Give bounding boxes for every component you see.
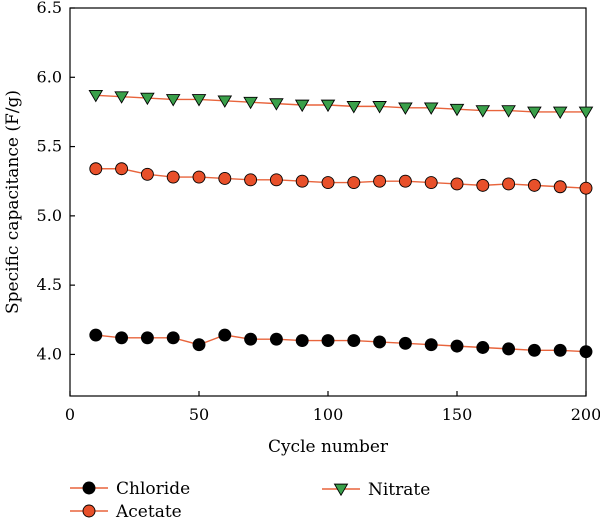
x-tick-label: 0 [65, 405, 75, 424]
data-point [373, 174, 387, 188]
data-point [424, 176, 438, 190]
data-point [140, 92, 155, 106]
y-tick-label: 6.5 [37, 0, 62, 17]
data-point [476, 341, 490, 354]
data-point [89, 162, 103, 176]
data-point [450, 339, 464, 353]
legend-item-chloride: Chloride [70, 479, 190, 499]
data-point [140, 331, 154, 345]
data-point [450, 177, 464, 191]
data-point [115, 331, 129, 345]
data-point [579, 181, 593, 195]
data-point [475, 105, 491, 118]
data-point [243, 96, 258, 110]
legend-label: Chloride [116, 479, 190, 499]
data-point [166, 170, 180, 184]
data-point [476, 178, 490, 192]
data-point [372, 101, 387, 114]
data-point [140, 167, 154, 181]
data-point [269, 173, 283, 187]
legend-label: Acetate [115, 502, 182, 519]
data-point [115, 162, 129, 176]
series-nitrate [88, 89, 594, 119]
data-point [192, 338, 206, 352]
data-point [269, 332, 283, 346]
legend: Chloride Acetate Nitrate [70, 479, 430, 519]
data-point [527, 106, 542, 119]
x-tick-label: 100 [313, 405, 344, 424]
data-point [321, 334, 335, 348]
data-point [527, 178, 541, 192]
legend-marker [333, 483, 349, 497]
series-chloride [89, 328, 593, 359]
data-point [166, 331, 180, 345]
data-point [578, 106, 594, 119]
data-point [552, 106, 568, 119]
data-point [424, 338, 438, 352]
legend-item-acetate: Acetate [70, 502, 182, 519]
data-point [553, 180, 567, 194]
data-point [527, 343, 541, 357]
y-tick-label: 5.0 [37, 206, 62, 225]
data-point [346, 101, 362, 114]
data-point [89, 328, 103, 342]
series-line [95, 94, 586, 113]
y-axis: 4.0 4.5 5.0 5.5 6.0 6.5 [37, 0, 75, 363]
data-point [218, 328, 232, 342]
data-point [347, 176, 361, 190]
data-point [347, 334, 361, 348]
data-point [553, 343, 567, 357]
legend-item-nitrate: Nitrate [322, 480, 430, 500]
data-point [217, 95, 233, 108]
y-tick-label: 6.0 [37, 67, 62, 86]
data-point [295, 334, 309, 348]
y-tick-label: 5.5 [37, 137, 62, 156]
data-point [192, 170, 206, 184]
data-point [165, 94, 181, 107]
y-axis-title: Specific capacitance (F/g) [3, 90, 23, 314]
y-tick-label: 4.0 [37, 344, 62, 363]
data-point [88, 89, 104, 103]
data-point [501, 105, 516, 118]
data-point [423, 102, 439, 115]
data-point [398, 336, 412, 350]
data-point [579, 345, 593, 359]
x-tick-label: 200 [571, 405, 600, 424]
series-layer [88, 89, 594, 359]
data-point [373, 335, 387, 349]
data-point [244, 173, 258, 187]
legend-marker [82, 504, 96, 518]
data-point [321, 176, 335, 190]
x-axis-title: Cycle number [268, 437, 389, 457]
data-point [114, 91, 129, 104]
legend-label: Nitrate [368, 480, 430, 500]
data-point [295, 174, 309, 188]
data-point [449, 103, 465, 117]
data-point [294, 99, 310, 113]
legend-marker [82, 481, 96, 495]
data-point [269, 98, 284, 111]
x-tick-label: 50 [189, 405, 209, 424]
data-point [398, 174, 412, 188]
data-point [502, 177, 516, 191]
data-point [502, 342, 516, 356]
x-axis: 0 50 100 150 200 [65, 391, 600, 424]
y-tick-label: 4.5 [37, 275, 62, 294]
series-acetate [89, 162, 593, 195]
data-point [218, 171, 232, 185]
data-point [244, 332, 258, 346]
data-point [191, 94, 207, 107]
x-tick-label: 150 [442, 405, 473, 424]
data-point [398, 102, 413, 115]
data-point [320, 99, 336, 113]
